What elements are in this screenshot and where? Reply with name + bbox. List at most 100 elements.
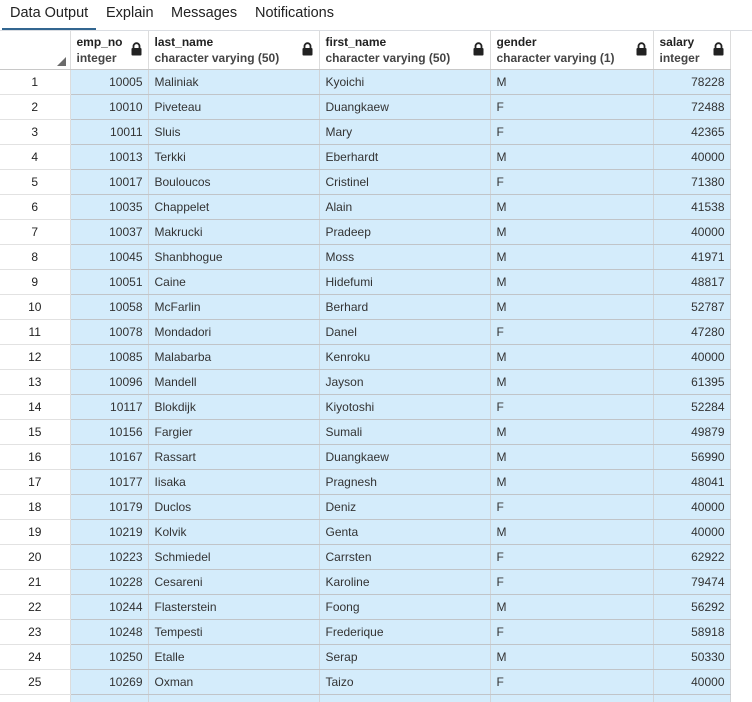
cell-emp-no[interactable]: 10013 bbox=[70, 144, 149, 170]
cell-first-name[interactable]: Serap bbox=[319, 644, 491, 670]
row-number[interactable]: 22 bbox=[0, 594, 71, 620]
column-header-first-name[interactable]: first_name character varying (50) bbox=[319, 31, 491, 70]
cell-gender[interactable]: M bbox=[490, 269, 654, 295]
select-all-corner[interactable] bbox=[0, 31, 71, 70]
cell-salary[interactable]: 56292 bbox=[653, 594, 731, 620]
cell-salary[interactable]: 42365 bbox=[653, 119, 731, 145]
row-number[interactable]: 19 bbox=[0, 519, 71, 545]
cell-first-name[interactable]: Duangkaew bbox=[319, 444, 491, 470]
cell-last-name[interactable]: Etalle bbox=[148, 644, 320, 670]
cell-emp-no[interactable]: 10058 bbox=[70, 294, 149, 320]
cell-last-name[interactable] bbox=[148, 694, 320, 702]
cell-emp-no[interactable]: 10167 bbox=[70, 444, 149, 470]
cell-last-name[interactable]: Malabarba bbox=[148, 344, 320, 370]
cell-last-name[interactable]: Tempesti bbox=[148, 619, 320, 645]
tab-messages[interactable]: Messages bbox=[171, 5, 238, 21]
table-row[interactable]: 9 10051 Caine Hidefumi M 48817 bbox=[0, 269, 731, 295]
cell-gender[interactable]: M bbox=[490, 194, 654, 220]
table-row[interactable]: 10 10058 McFarlin Berhard M 52787 bbox=[0, 294, 731, 320]
cell-gender[interactable]: F bbox=[490, 119, 654, 145]
cell-gender[interactable]: M bbox=[490, 644, 654, 670]
row-number[interactable]: 3 bbox=[0, 119, 71, 145]
cell-first-name[interactable]: Alain bbox=[319, 194, 491, 220]
cell-first-name[interactable]: Sumali bbox=[319, 419, 491, 445]
cell-first-name[interactable]: Moss bbox=[319, 244, 491, 270]
column-header-last-name[interactable]: last_name character varying (50) bbox=[148, 31, 320, 70]
cell-last-name[interactable]: Cesareni bbox=[148, 569, 320, 595]
row-number[interactable]: 5 bbox=[0, 169, 71, 195]
tab-data-output[interactable]: Data Output bbox=[2, 0, 97, 30]
cell-gender[interactable]: M bbox=[490, 594, 654, 620]
row-number[interactable]: 18 bbox=[0, 494, 71, 520]
cell-salary[interactable]: 48041 bbox=[653, 469, 731, 495]
table-row[interactable]: 8 10045 Shanbhogue Moss M 41971 bbox=[0, 244, 731, 270]
row-number[interactable]: 14 bbox=[0, 394, 71, 420]
table-row[interactable]: 7 10037 Makrucki Pradeep M 40000 bbox=[0, 219, 731, 245]
cell-emp-no[interactable]: 10156 bbox=[70, 419, 149, 445]
table-row[interactable]: 18 10179 Duclos Deniz F 40000 bbox=[0, 494, 731, 520]
cell-emp-no[interactable]: 10219 bbox=[70, 519, 149, 545]
cell-salary[interactable]: 72488 bbox=[653, 94, 731, 120]
table-row[interactable]: 22 10244 Flasterstein Foong M 56292 bbox=[0, 594, 731, 620]
cell-last-name[interactable]: Terkki bbox=[148, 144, 320, 170]
cell-gender[interactable]: F bbox=[490, 169, 654, 195]
row-number[interactable]: 6 bbox=[0, 194, 71, 220]
cell-gender[interactable]: F bbox=[490, 394, 654, 420]
cell-salary[interactable]: 50330 bbox=[653, 644, 731, 670]
row-number[interactable]: 1 bbox=[0, 69, 71, 95]
row-number[interactable]: 11 bbox=[0, 319, 71, 345]
cell-gender[interactable]: M bbox=[490, 419, 654, 445]
cell-emp-no[interactable]: 10248 bbox=[70, 619, 149, 645]
table-row[interactable]: 21 10228 Cesareni Karoline F 79474 bbox=[0, 569, 731, 595]
cell-gender[interactable]: M bbox=[490, 519, 654, 545]
cell-gender[interactable]: F bbox=[490, 569, 654, 595]
cell-last-name[interactable]: Maliniak bbox=[148, 69, 320, 95]
cell-last-name[interactable]: Chappelet bbox=[148, 194, 320, 220]
cell-first-name[interactable]: Jayson bbox=[319, 369, 491, 395]
table-row[interactable]: 16 10167 Rassart Duangkaew M 56990 bbox=[0, 444, 731, 470]
cell-emp-no[interactable]: 10017 bbox=[70, 169, 149, 195]
data-output-grid[interactable]: emp_no integer last_name character varyi… bbox=[0, 31, 752, 702]
table-row[interactable]: 3 10011 Sluis Mary F 42365 bbox=[0, 119, 731, 145]
row-number[interactable]: 25 bbox=[0, 669, 71, 695]
table-row[interactable]: 1 10005 Maliniak Kyoichi M 78228 bbox=[0, 69, 731, 95]
cell-first-name[interactable]: Karoline bbox=[319, 569, 491, 595]
cell-salary[interactable]: 52787 bbox=[653, 294, 731, 320]
cell-emp-no[interactable]: 10078 bbox=[70, 319, 149, 345]
row-number[interactable]: 20 bbox=[0, 544, 71, 570]
cell-gender[interactable]: M bbox=[490, 344, 654, 370]
cell-gender[interactable] bbox=[490, 694, 654, 702]
cell-first-name[interactable]: Kyoichi bbox=[319, 69, 491, 95]
cell-gender[interactable]: M bbox=[490, 469, 654, 495]
row-number[interactable]: 8 bbox=[0, 244, 71, 270]
cell-salary[interactable]: 40000 bbox=[653, 144, 731, 170]
cell-first-name[interactable]: Hidefumi bbox=[319, 269, 491, 295]
cell-emp-no[interactable]: 10179 bbox=[70, 494, 149, 520]
cell-emp-no[interactable]: 10035 bbox=[70, 194, 149, 220]
table-row[interactable]: 13 10096 Mandell Jayson M 61395 bbox=[0, 369, 731, 395]
cell-last-name[interactable]: Iisaka bbox=[148, 469, 320, 495]
table-row[interactable]: 25 10269 Oxman Taizo F 40000 bbox=[0, 669, 731, 695]
cell-emp-no[interactable]: 10250 bbox=[70, 644, 149, 670]
table-row[interactable]: 4 10013 Terkki Eberhardt M 40000 bbox=[0, 144, 731, 170]
cell-salary[interactable]: 48817 bbox=[653, 269, 731, 295]
cell-first-name[interactable]: Pragnesh bbox=[319, 469, 491, 495]
cell-last-name[interactable]: Caine bbox=[148, 269, 320, 295]
cell-first-name[interactable]: Kiyotoshi bbox=[319, 394, 491, 420]
cell-salary[interactable]: 61395 bbox=[653, 369, 731, 395]
cell-last-name[interactable]: Oxman bbox=[148, 669, 320, 695]
table-row[interactable]: 6 10035 Chappelet Alain M 41538 bbox=[0, 194, 731, 220]
cell-salary[interactable]: 79474 bbox=[653, 569, 731, 595]
cell-last-name[interactable]: Rassart bbox=[148, 444, 320, 470]
row-number[interactable]: 23 bbox=[0, 619, 71, 645]
cell-last-name[interactable]: Bouloucos bbox=[148, 169, 320, 195]
table-row[interactable]: 12 10085 Malabarba Kenroku M 40000 bbox=[0, 344, 731, 370]
cell-first-name[interactable]: Mary bbox=[319, 119, 491, 145]
table-row[interactable]: 23 10248 Tempesti Frederique F 58918 bbox=[0, 619, 731, 645]
cell-salary[interactable]: 56990 bbox=[653, 444, 731, 470]
cell-first-name[interactable]: Frederique bbox=[319, 619, 491, 645]
cell-gender[interactable]: F bbox=[490, 94, 654, 120]
table-row[interactable]: 14 10117 Blokdijk Kiyotoshi F 52284 bbox=[0, 394, 731, 420]
row-number[interactable] bbox=[0, 694, 71, 702]
cell-last-name[interactable]: Schmiedel bbox=[148, 544, 320, 570]
